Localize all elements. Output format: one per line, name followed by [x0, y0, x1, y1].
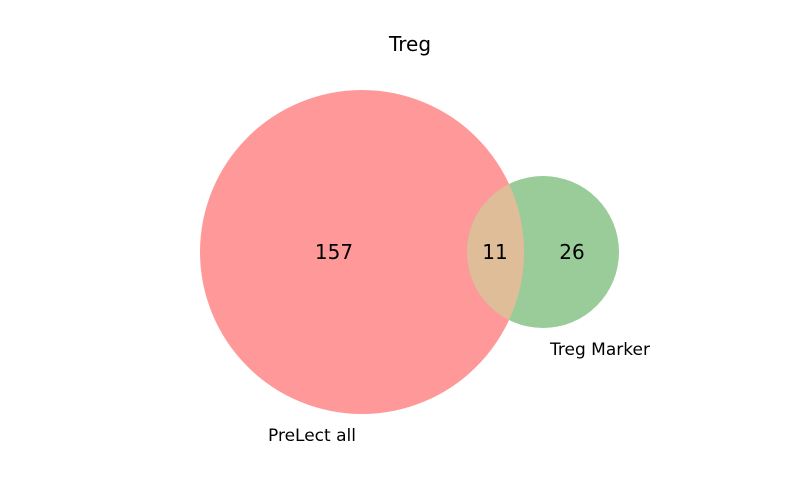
count-intersection: 11 — [482, 240, 507, 264]
chart-title: Treg — [388, 32, 431, 56]
count-treg-marker-only: 26 — [559, 240, 584, 264]
set-label-prelect-all: PreLect all — [268, 426, 356, 446]
intersection-region — [467, 176, 524, 328]
set-circle-prelect-all — [200, 90, 524, 414]
count-prelect-all-only: 157 — [315, 240, 353, 264]
set-label-treg-marker: Treg Marker — [549, 340, 650, 360]
